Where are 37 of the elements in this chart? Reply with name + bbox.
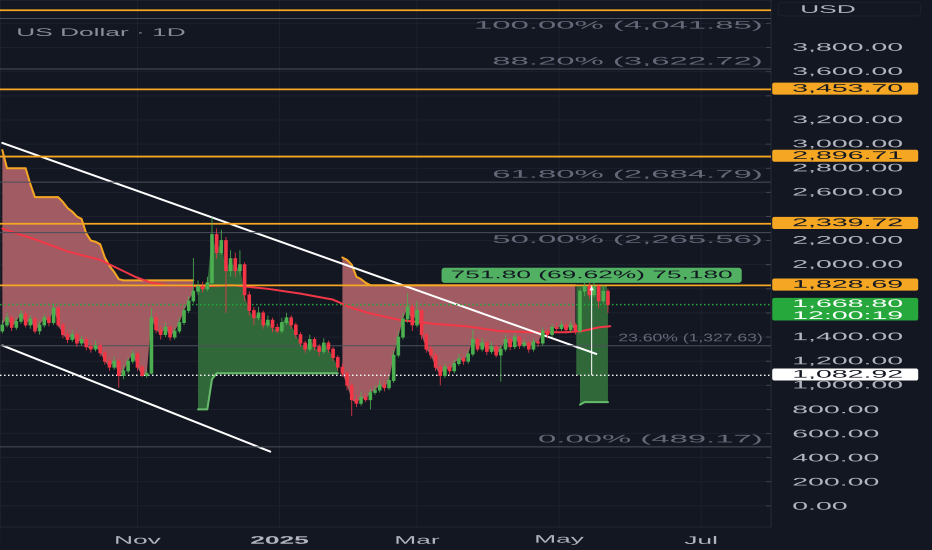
- y-tick-label: 2,800.00: [794, 164, 902, 173]
- y-tick-label: 2,200.00: [794, 236, 902, 246]
- ref-line-label: 1,082.92: [794, 370, 902, 380]
- y-tick-label: 1,400.00: [794, 332, 902, 342]
- y-tick-label: 2,600.00: [794, 188, 902, 197]
- ref-line-label: 23.60% (1,327.63): [619, 333, 762, 344]
- ref-line-label: 50.00% (2,265.56): [494, 234, 761, 246]
- ref-line-label: 61.80% (2,684.79): [494, 170, 761, 180]
- y-tick-label: 200.00: [794, 478, 878, 486]
- x-tick-label: 2025: [251, 536, 308, 544]
- y-tick-label: 2,000.00: [794, 260, 902, 270]
- text: 12:00:19: [794, 311, 902, 320]
- ref-line-label: 0.00% (489.17): [539, 434, 761, 445]
- x-tick-label: Mar: [396, 536, 440, 544]
- text: US Dollar · 1D: [18, 28, 184, 36]
- data-label: 751.80 (69.62%) 75,180: [452, 270, 732, 280]
- ref-line-label: 1,828.69: [794, 280, 902, 290]
- y-tick-label: 3,000.00: [793, 140, 902, 149]
- x-tick-label: May: [536, 535, 584, 545]
- y-tick-label: 3,800.00: [793, 43, 902, 52]
- y-tick-label: 1,000.00: [794, 380, 902, 390]
- ref-line-label: 2,896.71: [794, 151, 902, 160]
- y-tick-label: 3,600.00: [793, 67, 902, 76]
- y-tick-label: 400.00: [792, 454, 878, 462]
- y-tick-label: 600.00: [794, 430, 878, 438]
- x-tick-label: Jul: [684, 536, 716, 544]
- ref-line-label: 88.20% (3,622.72): [494, 56, 761, 67]
- ref-line-label: 1,668.80: [794, 299, 902, 308]
- y-tick-label: 0.00: [793, 502, 847, 510]
- ref-line-label: 3,453.70: [793, 84, 902, 94]
- x-tick-label: Nov: [116, 536, 161, 544]
- y-tick-label: 1,200.00: [794, 356, 902, 366]
- ref-line-label: 100.00% (4,041.85): [476, 20, 761, 31]
- y-tick-label: 3,200.00: [793, 115, 902, 125]
- y-axis-title: USD: [802, 5, 854, 13]
- y-tick-label: 800.00: [793, 406, 878, 414]
- ref-line-label: 2,339.72: [794, 218, 902, 228]
